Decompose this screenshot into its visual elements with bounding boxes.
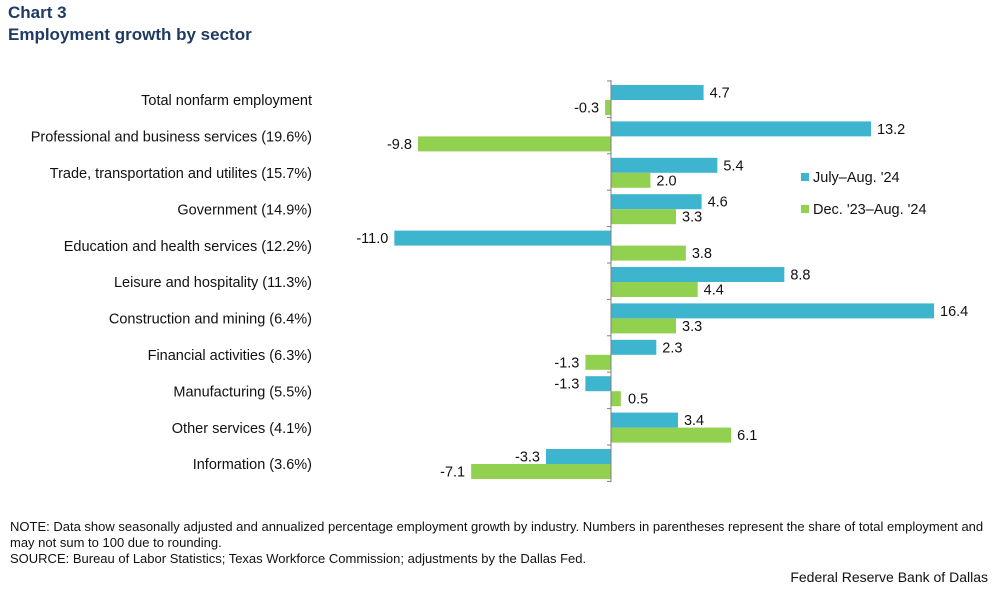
bar-series-1 <box>611 194 702 210</box>
category-label: Government (14.9%) <box>177 202 312 218</box>
bar-series-1 <box>611 339 657 355</box>
data-label: -11.0 <box>356 231 388 247</box>
category-label: Other services (4.1%) <box>172 421 312 437</box>
category-label: Manufacturing (5.5%) <box>173 384 312 400</box>
category-label: Professional and business services (19.6… <box>31 130 312 146</box>
data-label: 0.5 <box>628 392 648 408</box>
bar-series-2 <box>471 464 611 479</box>
credit-text: Federal Reserve Bank of Dallas <box>790 569 988 585</box>
data-label: 4.7 <box>710 86 730 102</box>
category-label: Leisure and hospitality (11.3%) <box>114 275 312 291</box>
bar-series-1 <box>611 85 704 100</box>
bar-series-2 <box>611 172 651 188</box>
legend-label: July–Aug. '24 <box>813 170 900 186</box>
data-label: 2.0 <box>656 173 676 189</box>
data-label: 6.1 <box>737 428 757 444</box>
data-label: -3.3 <box>515 450 540 466</box>
bar-series-2 <box>611 318 676 334</box>
bar-series-2 <box>611 245 686 261</box>
bar-series-1 <box>611 267 785 282</box>
data-label: 13.2 <box>877 122 905 138</box>
bar-series-1 <box>611 157 718 173</box>
data-label: -0.3 <box>574 101 599 117</box>
data-label: 8.8 <box>790 268 810 284</box>
bar-series-1 <box>611 412 678 428</box>
data-label: 3.8 <box>692 246 712 262</box>
category-label: Total nonfarm employment <box>141 93 312 109</box>
legend-label: Dec. '23–Aug. '24 <box>813 202 927 218</box>
bar-series-1 <box>546 449 611 464</box>
data-label: 2.3 <box>662 340 682 356</box>
bar-series-1 <box>611 303 935 319</box>
data-label: 3.4 <box>684 413 704 429</box>
chart-title: Employment growth by sector <box>8 25 252 44</box>
bar-series-2 <box>605 100 611 115</box>
chart-label: Chart 3 <box>8 3 67 22</box>
category-label: Construction and mining (6.4%) <box>109 312 312 328</box>
data-label: -1.3 <box>554 355 579 371</box>
bar-series-1 <box>611 121 871 137</box>
category-label: Trade, transportation and utilites (15.7… <box>50 166 312 182</box>
bar-series-2 <box>611 391 621 407</box>
data-label: 3.3 <box>682 210 702 226</box>
legend-swatch <box>801 173 809 181</box>
data-label: 5.4 <box>723 158 743 174</box>
legend-swatch <box>801 205 809 213</box>
category-label: Information (3.6%) <box>193 457 312 473</box>
bar-series-1 <box>585 376 611 392</box>
data-label: 4.4 <box>704 283 724 299</box>
data-label: -9.8 <box>387 137 412 153</box>
bar-series-2 <box>611 427 732 443</box>
bar-series-2 <box>585 354 611 370</box>
bar-series-2 <box>611 209 676 225</box>
bar-series-1 <box>394 230 611 246</box>
note-text: NOTE: Data show seasonally adjusted and … <box>10 519 984 550</box>
chart-note: NOTE: Data show seasonally adjusted and … <box>10 519 985 567</box>
bar-series-2 <box>417 136 611 152</box>
data-label: -1.3 <box>554 377 579 393</box>
category-label: Financial activities (6.3%) <box>148 348 312 364</box>
bar-chart: Total nonfarm employment 4.7 -0.3 Professio… <box>31 80 968 482</box>
data-label: 3.3 <box>682 319 702 335</box>
source-text: SOURCE: Bureau of Labor Statistics; Texa… <box>10 551 587 566</box>
data-label: 16.4 <box>940 304 968 320</box>
data-label: -7.1 <box>440 465 465 481</box>
bar-series-2 <box>611 282 698 297</box>
data-label: 4.6 <box>708 195 728 211</box>
category-label: Education and health services (12.2%) <box>64 239 312 255</box>
